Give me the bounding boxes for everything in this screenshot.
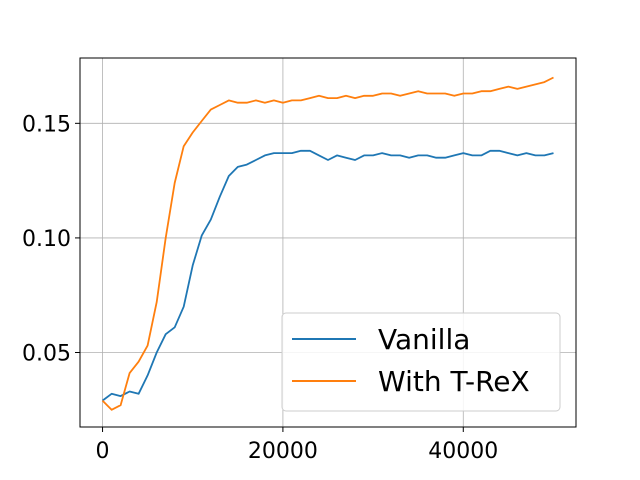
legend-box [281,312,561,412]
x-tick-label: 40000 [428,439,498,464]
plot-area-frame [79,57,577,428]
x-tick-label: 0 [96,439,110,464]
series-line-vanilla [101,149,554,402]
y-tick-label: 0.10 [22,227,71,252]
legend-label-vanilla: Vanilla [378,323,470,356]
axis-ticks: 0 20000 40000 0.05 0.10 0.15 [22,112,498,464]
y-tick-label: 0.15 [22,112,71,137]
x-tick-label: 20000 [248,439,318,464]
y-tick-label: 0.05 [22,342,71,367]
legend: Vanilla With T-ReX [281,312,561,412]
series-lines [101,76,554,411]
series-line-with-t-rex [101,76,554,411]
legend-label-with-t-rex: With T-ReX [378,365,530,398]
